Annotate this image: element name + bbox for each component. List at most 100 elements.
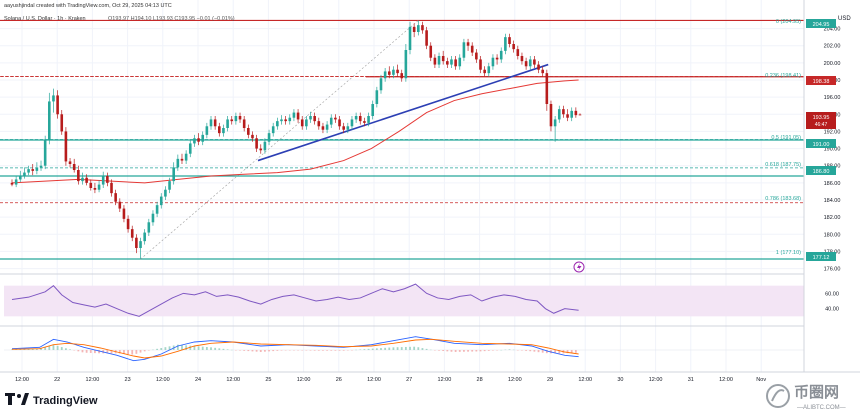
- candle: [305, 116, 308, 130]
- candle: [23, 167, 26, 179]
- candle-body: [537, 64, 540, 70]
- candle-body: [350, 119, 354, 127]
- macd-histogram-bar: [388, 347, 391, 350]
- candle: [292, 109, 296, 122]
- candle: [213, 116, 217, 130]
- macd-histogram-bar: [56, 345, 59, 350]
- candle-body: [35, 167, 39, 171]
- candle: [446, 57, 449, 68]
- macd-indicator: [4, 336, 804, 362]
- macd-histogram-bar: [60, 347, 63, 350]
- candle-body: [135, 237, 138, 248]
- candle-body: [404, 50, 408, 79]
- candle: [85, 174, 88, 186]
- candle: [93, 182, 97, 194]
- lightning-icon[interactable]: [573, 261, 585, 273]
- candle: [309, 111, 312, 123]
- candle: [441, 50, 445, 65]
- macd-histogram-bar: [487, 350, 490, 351]
- macd-histogram-bar: [197, 346, 200, 350]
- macd-histogram-bar: [463, 350, 465, 352]
- macd-histogram-bar: [375, 348, 378, 350]
- candle-body: [321, 126, 325, 130]
- svg-text:204.95: 204.95: [813, 22, 830, 28]
- macd-histogram-bar: [44, 347, 47, 350]
- candle: [226, 116, 229, 132]
- candle: [491, 54, 495, 70]
- macd-histogram-bar: [309, 350, 312, 351]
- candle: [562, 105, 565, 118]
- candle-body: [524, 61, 528, 67]
- candle-body: [466, 42, 470, 46]
- candle: [350, 116, 354, 130]
- macd-histogram-bar: [541, 350, 544, 353]
- macd-histogram-bar: [201, 346, 204, 350]
- candle-body: [259, 148, 263, 151]
- macd-histogram-bar: [371, 348, 374, 350]
- candle-body: [118, 201, 122, 209]
- candle-body: [342, 126, 345, 130]
- candle-body: [184, 153, 188, 161]
- time-tick-label: 12:00: [508, 377, 522, 383]
- macd-histogram-bar: [214, 347, 217, 350]
- candle-body: [383, 71, 387, 79]
- candle-body: [155, 205, 159, 214]
- candle-body: [60, 114, 64, 132]
- candle-body: [234, 116, 238, 122]
- macd-histogram-bar: [147, 350, 150, 351]
- macd-histogram-bar: [127, 350, 129, 355]
- candle-body: [114, 193, 117, 202]
- candle-body: [222, 128, 225, 134]
- price-tick-label: 200.00: [824, 61, 841, 67]
- candle: [499, 47, 503, 63]
- candle-body: [446, 61, 449, 65]
- macd-histogram-bar: [342, 350, 345, 351]
- candle-body: [81, 177, 84, 182]
- candle-body: [27, 169, 30, 173]
- candle: [209, 116, 213, 130]
- macd-histogram-bar: [98, 350, 100, 354]
- macd-histogram-bar: [222, 348, 225, 350]
- macd-histogram-bar: [417, 347, 420, 350]
- macd-histogram-bar: [334, 350, 337, 351]
- candle-body: [578, 114, 582, 116]
- rsi-band: [4, 285, 804, 317]
- candle: [524, 57, 528, 70]
- candle: [300, 116, 304, 130]
- candle-body: [574, 110, 578, 116]
- time-tick-label: 12:00: [297, 377, 311, 383]
- candle: [118, 198, 122, 212]
- price-tick-label: 186.00: [824, 181, 841, 187]
- time-tick-label: 12:00: [15, 377, 29, 383]
- candle-body: [545, 73, 549, 104]
- candle: [251, 131, 254, 142]
- macd-histogram-bar: [317, 350, 320, 351]
- macd-histogram-bar: [570, 350, 573, 353]
- candle-body: [400, 73, 404, 79]
- candle-body: [263, 141, 267, 151]
- time-tick-label: 12:00: [438, 377, 452, 383]
- macd-histogram-bar: [156, 348, 159, 350]
- time-tick-label: 12:00: [156, 377, 170, 383]
- candle: [334, 114, 337, 123]
- candle-body: [379, 78, 383, 91]
- macd-histogram-bar: [27, 348, 30, 350]
- time-axis: 12:00 22 12:00 23 12:00 24 12:00 25 12:00 26 12:00…: [15, 377, 766, 383]
- time-tick-label: 31: [688, 377, 694, 383]
- macd-histogram-bar: [251, 350, 254, 352]
- candle: [400, 69, 404, 82]
- macd-histogram-bar: [210, 347, 212, 350]
- candle-body: [495, 57, 499, 60]
- candle: [371, 100, 375, 120]
- macd-histogram-bar: [483, 350, 486, 352]
- candle: [338, 116, 341, 130]
- candle-body: [566, 114, 569, 118]
- candle-body: [520, 56, 524, 62]
- macd-histogram-bar: [322, 350, 324, 351]
- candle: [97, 180, 101, 193]
- macd-histogram-bar: [442, 350, 445, 351]
- candle-body: [375, 90, 379, 104]
- candle-body: [213, 119, 217, 127]
- macd-histogram-bar: [243, 350, 246, 351]
